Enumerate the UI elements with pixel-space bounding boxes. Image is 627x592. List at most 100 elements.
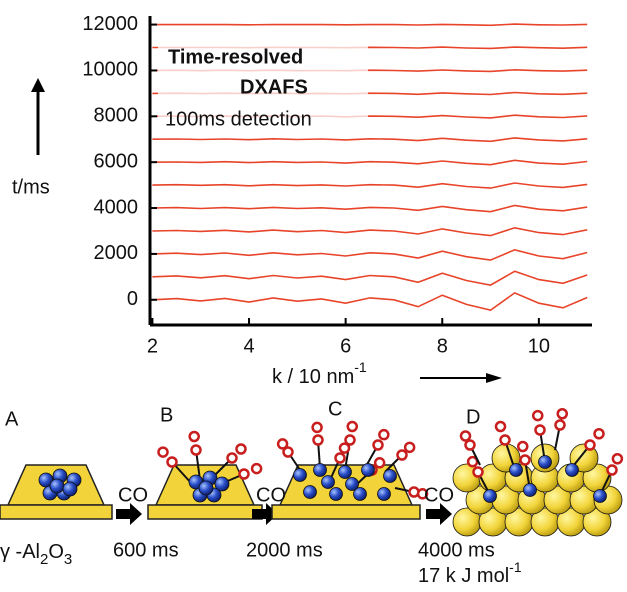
metal-atom (329, 487, 343, 501)
y-tick-label: 10000 (82, 59, 138, 81)
co-ligand (584, 439, 596, 451)
x-tick-label: 8 (437, 335, 448, 357)
x-axis-label: k / 10 nm-1 (272, 359, 367, 389)
co-ligand (373, 457, 386, 469)
co-ligand (372, 439, 384, 451)
co-ligand (534, 424, 546, 436)
trace (152, 291, 588, 311)
co-ligand (334, 452, 346, 464)
co-ligand (190, 444, 202, 456)
trace (152, 270, 588, 286)
co-ligand (346, 420, 358, 433)
metal-atom (49, 478, 65, 494)
co-ligand (494, 420, 507, 433)
co-ligand (519, 454, 531, 466)
y-tick-label: 4000 (94, 196, 139, 218)
support-plate (147, 504, 263, 520)
energy-sup: -1 (509, 559, 522, 575)
metal-atom (565, 463, 579, 477)
trace (152, 226, 588, 237)
scheme (0, 408, 624, 537)
x-tick-label: 6 (340, 335, 351, 357)
co-ligand (593, 428, 605, 440)
time-label: 2000 ms (246, 539, 323, 561)
trace (152, 248, 588, 261)
co-ligand (416, 488, 429, 500)
co-ligand (250, 462, 263, 475)
co-ligand (378, 428, 390, 441)
metal-atom (523, 483, 537, 497)
y-tick-label: 8000 (94, 105, 139, 127)
co-ligand (282, 446, 294, 458)
co-ligand (238, 468, 250, 480)
metal-atom (313, 463, 327, 477)
annotation: DXAFS (240, 76, 308, 98)
metal-atom (361, 463, 375, 477)
metal-atom (509, 463, 523, 477)
y-tick-label: 6000 (94, 150, 139, 172)
support-text: γ -Al (0, 541, 40, 563)
x-tick-label: 10 (528, 335, 550, 357)
metal-atom (293, 468, 307, 482)
metal-atom (593, 489, 607, 503)
y-axis-label: t/ms (12, 176, 50, 198)
co-ligand (344, 434, 356, 446)
reagent: CO (424, 484, 454, 506)
trace (152, 182, 588, 189)
trace (152, 23, 588, 27)
reagent: CO (256, 484, 286, 506)
annotation-box (158, 40, 368, 136)
trace (152, 159, 588, 166)
panel-label: C (328, 398, 342, 420)
trace (152, 137, 588, 143)
energy-label: 17 k J mol-1 (418, 559, 522, 588)
energy-text: 17 k J mol (418, 565, 509, 587)
metal-atom (62, 481, 78, 497)
metal-atom (303, 485, 317, 499)
co-ligand (611, 453, 624, 465)
x-tick-label: 2 (147, 335, 158, 357)
co-ligand (276, 438, 289, 450)
metal-atom (377, 487, 391, 501)
support-sub: 2 (40, 551, 48, 568)
metal-atom (321, 475, 335, 489)
co-ligand (226, 452, 238, 464)
y-tick-label: 12000 (82, 13, 138, 35)
support-sub: 3 (64, 551, 72, 568)
metal-atom (483, 489, 497, 503)
co-ligand (403, 441, 416, 454)
co-ligand (554, 419, 566, 431)
metal-atom (338, 465, 352, 479)
co-ligand (311, 421, 323, 434)
support-text: O (48, 541, 64, 563)
co-ligand (472, 466, 484, 478)
co-ligand (556, 408, 568, 420)
reaction-arrow (426, 503, 452, 525)
time-label: 600 ms (113, 539, 179, 561)
metal-atom (538, 455, 552, 469)
x-arrow-head (486, 373, 502, 383)
x-axis-label-sup: -1 (354, 359, 367, 375)
y-arrow-head (31, 78, 45, 92)
annotation: Time-resolved (168, 46, 303, 68)
x-axis-label-main: k / 10 nm (272, 366, 354, 388)
y-tick-label: 2000 (94, 242, 139, 264)
metal-atom (383, 469, 397, 483)
co-ligand (338, 442, 351, 454)
co-ligand (517, 440, 529, 453)
co-ligand (532, 409, 544, 422)
metal-atom (345, 477, 359, 491)
reagent: CO (118, 484, 148, 506)
co-ligand (606, 464, 618, 476)
support-label: γ -Al2O3 (0, 541, 72, 568)
co-ligand (312, 434, 324, 446)
co-ligand (166, 456, 178, 468)
reaction-arrow (116, 503, 142, 525)
support-plate (0, 504, 113, 520)
trace (152, 204, 588, 213)
metal-atom (353, 487, 367, 501)
panel-label: D (466, 406, 480, 428)
support-plate (271, 504, 421, 520)
